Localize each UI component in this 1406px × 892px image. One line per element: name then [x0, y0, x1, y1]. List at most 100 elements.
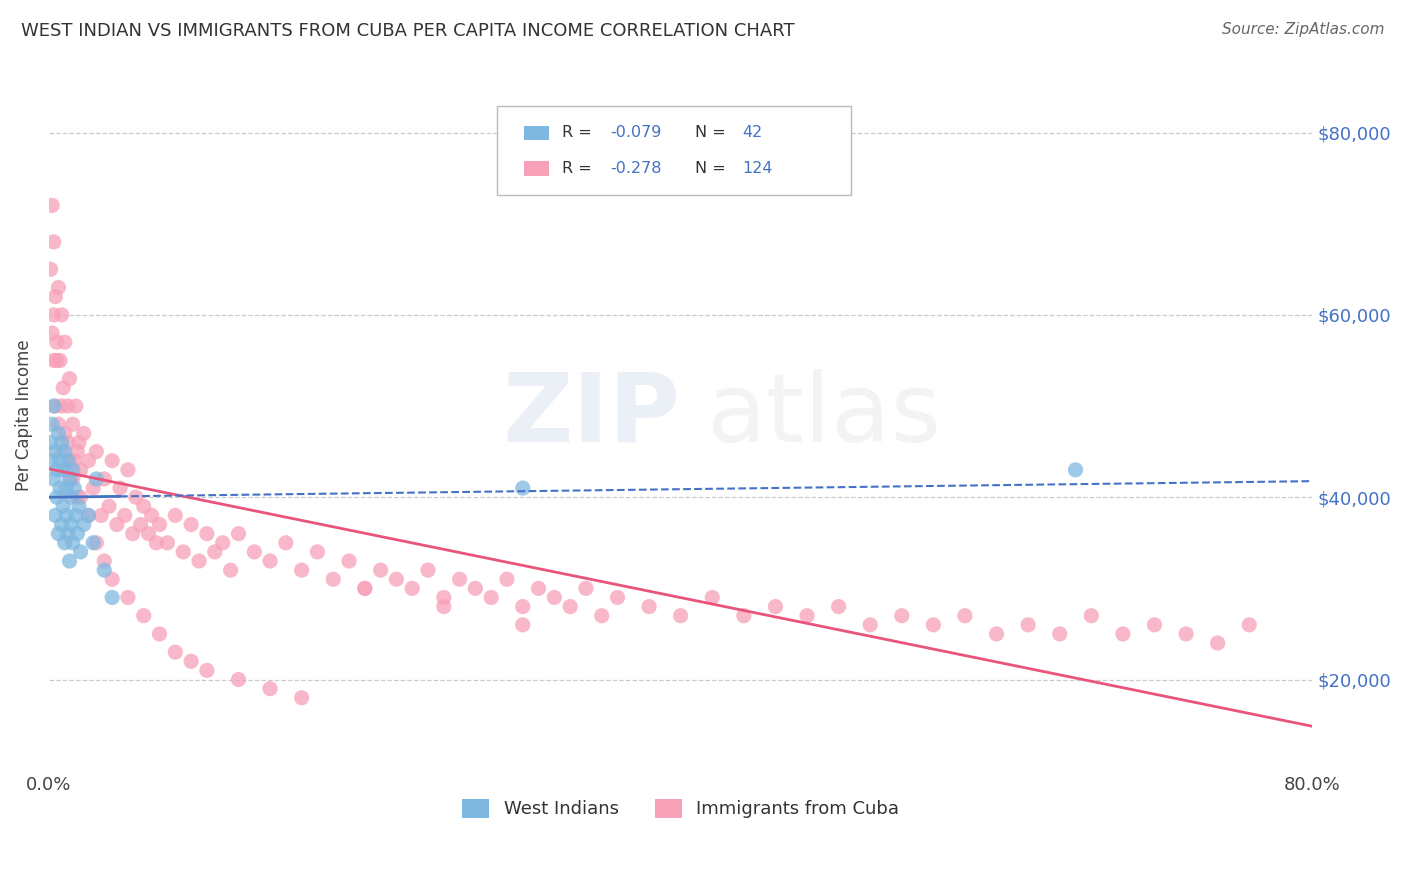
Point — [859, 617, 882, 632]
Point — [48, 526, 70, 541]
Point — [66, 490, 89, 504]
Point — [67, 500, 90, 514]
Point — [65, 399, 87, 413]
Point — [56, 399, 79, 413]
Point — [132, 500, 155, 514]
Point — [44, 290, 66, 304]
Point — [48, 417, 70, 432]
Text: R =: R = — [562, 161, 596, 176]
Point — [52, 463, 75, 477]
Point — [82, 481, 104, 495]
Text: N =: N = — [695, 126, 731, 140]
FancyBboxPatch shape — [524, 126, 550, 140]
Point — [165, 508, 187, 523]
Point — [156, 535, 179, 549]
Point — [922, 617, 945, 632]
Point — [51, 517, 73, 532]
Point — [138, 526, 160, 541]
Point — [42, 353, 65, 368]
Point — [105, 517, 128, 532]
Text: -0.079: -0.079 — [610, 126, 661, 140]
Point — [69, 545, 91, 559]
Point — [219, 563, 242, 577]
Point — [243, 545, 266, 559]
Point — [44, 508, 66, 523]
FancyBboxPatch shape — [524, 161, 550, 176]
Point — [45, 490, 67, 504]
Point — [52, 500, 75, 514]
Text: -0.278: -0.278 — [610, 161, 661, 176]
Point — [77, 508, 100, 523]
Point — [42, 472, 65, 486]
Point — [180, 517, 202, 532]
Point — [63, 481, 86, 495]
Point — [195, 526, 218, 541]
Point — [1064, 463, 1087, 477]
Point — [464, 582, 486, 596]
Point — [39, 262, 62, 277]
Point — [65, 508, 87, 523]
Point — [148, 517, 170, 532]
Point — [575, 582, 598, 596]
Point — [512, 599, 534, 614]
Point — [41, 417, 63, 432]
Point — [1237, 617, 1260, 632]
Point — [55, 481, 77, 495]
Point — [433, 599, 456, 614]
Text: WEST INDIAN VS IMMIGRANTS FROM CUBA PER CAPITA INCOME CORRELATION CHART: WEST INDIAN VS IMMIGRANTS FROM CUBA PER … — [21, 22, 794, 40]
Point — [51, 399, 73, 413]
Point — [370, 563, 392, 577]
Point — [77, 508, 100, 523]
Point — [953, 608, 976, 623]
Point — [165, 645, 187, 659]
Point — [42, 235, 65, 249]
Point — [86, 444, 108, 458]
Point — [558, 599, 581, 614]
Point — [45, 353, 67, 368]
Point — [385, 572, 408, 586]
Point — [259, 681, 281, 696]
Legend: West Indians, Immigrants from Cuba: West Indians, Immigrants from Cuba — [456, 792, 907, 826]
Point — [62, 463, 84, 477]
Point — [55, 463, 77, 477]
Point — [401, 582, 423, 596]
Point — [1049, 627, 1071, 641]
Point — [60, 490, 83, 504]
Point — [93, 563, 115, 577]
Point — [73, 426, 96, 441]
Point — [638, 599, 661, 614]
Text: Source: ZipAtlas.com: Source: ZipAtlas.com — [1222, 22, 1385, 37]
Point — [53, 535, 76, 549]
Point — [433, 591, 456, 605]
Point — [172, 545, 194, 559]
Point — [337, 554, 360, 568]
Point — [44, 444, 66, 458]
Point — [1112, 627, 1135, 641]
Point — [416, 563, 439, 577]
Point — [58, 454, 80, 468]
Point — [51, 444, 73, 458]
Point — [51, 308, 73, 322]
Point — [69, 490, 91, 504]
Point — [129, 517, 152, 532]
Point — [56, 435, 79, 450]
Point — [322, 572, 344, 586]
Point — [228, 526, 250, 541]
Point — [669, 608, 692, 623]
Text: ZIP: ZIP — [503, 368, 681, 462]
Point — [39, 435, 62, 450]
Point — [188, 554, 211, 568]
Point — [49, 353, 72, 368]
Point — [117, 591, 139, 605]
Point — [228, 673, 250, 687]
Point — [41, 454, 63, 468]
Point — [1206, 636, 1229, 650]
Point — [73, 517, 96, 532]
Point — [353, 582, 375, 596]
Point — [48, 280, 70, 294]
Point — [93, 472, 115, 486]
Point — [60, 517, 83, 532]
Point — [48, 426, 70, 441]
Point — [986, 627, 1008, 641]
Point — [512, 617, 534, 632]
